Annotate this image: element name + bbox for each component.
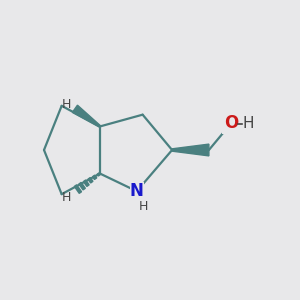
Polygon shape <box>83 180 89 186</box>
Text: O: O <box>224 115 238 133</box>
Polygon shape <box>88 178 93 183</box>
Polygon shape <box>72 105 100 127</box>
Text: H: H <box>139 200 148 213</box>
Text: N: N <box>130 182 144 200</box>
Polygon shape <box>97 173 101 176</box>
Text: H: H <box>61 190 71 204</box>
Polygon shape <box>172 144 209 156</box>
Polygon shape <box>92 175 97 179</box>
Text: H: H <box>61 98 71 111</box>
Polygon shape <box>74 185 82 194</box>
Text: H: H <box>243 116 254 131</box>
Polygon shape <box>79 182 85 190</box>
